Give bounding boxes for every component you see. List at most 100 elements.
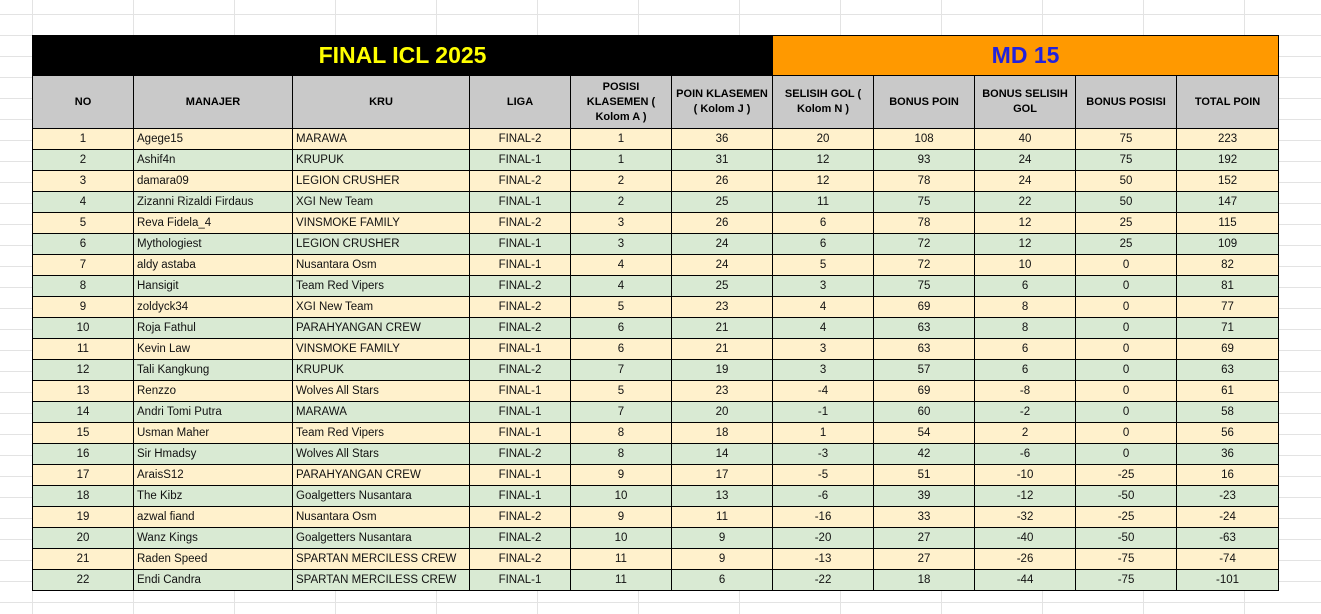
cell-bonus-selisih-gol[interactable]: -40 xyxy=(974,527,1077,549)
cell-total-poin[interactable]: 115 xyxy=(1176,212,1280,234)
cell-total-poin[interactable]: 147 xyxy=(1176,191,1280,213)
cell-bonus-poin[interactable]: 72 xyxy=(873,233,976,255)
cell-kru[interactable]: LEGION CRUSHER xyxy=(292,233,470,255)
cell-bonus-poin[interactable]: 27 xyxy=(873,527,976,549)
cell-liga[interactable]: FINAL-1 xyxy=(469,254,571,276)
cell-no[interactable]: 9 xyxy=(32,296,134,318)
cell-bonus-poin[interactable]: 63 xyxy=(873,317,976,339)
cell-manajer[interactable]: Mythologiest xyxy=(133,233,293,255)
cell-bonus-posisi[interactable]: 0 xyxy=(1075,338,1178,360)
cell-kru[interactable]: Nusantara Osm xyxy=(292,506,470,528)
cell-poin-klasemen[interactable]: 36 xyxy=(670,128,774,150)
cell-posisi-klasemen[interactable]: 3 xyxy=(570,233,672,255)
header-poin-klasemen[interactable]: POIN KLASEMEN ( Kolom J ) xyxy=(670,75,774,129)
cell-no[interactable]: 13 xyxy=(32,380,134,402)
cell-bonus-selisih-gol[interactable]: 6 xyxy=(974,275,1077,297)
cell-no[interactable]: 2 xyxy=(32,149,134,171)
cell-manajer[interactable]: Sir Hmadsy xyxy=(133,443,293,465)
cell-bonus-selisih-gol[interactable]: 8 xyxy=(974,317,1077,339)
cell-bonus-posisi[interactable]: 50 xyxy=(1075,170,1178,192)
cell-poin-klasemen[interactable]: 6 xyxy=(670,569,774,591)
cell-posisi-klasemen[interactable]: 7 xyxy=(570,359,672,381)
cell-total-poin[interactable]: 58 xyxy=(1176,401,1280,423)
cell-liga[interactable]: FINAL-1 xyxy=(469,338,571,360)
cell-bonus-posisi[interactable]: 0 xyxy=(1075,296,1178,318)
cell-posisi-klasemen[interactable]: 1 xyxy=(570,149,672,171)
cell-liga[interactable]: FINAL-1 xyxy=(469,149,571,171)
cell-total-poin[interactable]: -74 xyxy=(1176,548,1280,570)
header-bonus-selisih-gol[interactable]: BONUS SELISIH GOL xyxy=(974,75,1077,129)
cell-posisi-klasemen[interactable]: 10 xyxy=(570,485,672,507)
cell-selisih-gol[interactable]: 6 xyxy=(772,233,875,255)
cell-selisih-gol[interactable]: 4 xyxy=(772,317,875,339)
cell-bonus-selisih-gol[interactable]: 10 xyxy=(974,254,1077,276)
cell-selisih-gol[interactable]: 3 xyxy=(772,338,875,360)
cell-bonus-selisih-gol[interactable]: -6 xyxy=(974,443,1077,465)
cell-bonus-posisi[interactable]: 0 xyxy=(1075,254,1178,276)
cell-bonus-selisih-gol[interactable]: 24 xyxy=(974,170,1077,192)
cell-selisih-gol[interactable]: 12 xyxy=(772,170,875,192)
cell-no[interactable]: 21 xyxy=(32,548,134,570)
cell-poin-klasemen[interactable]: 9 xyxy=(670,527,774,549)
cell-bonus-selisih-gol[interactable]: 12 xyxy=(974,212,1077,234)
cell-poin-klasemen[interactable]: 9 xyxy=(670,548,774,570)
cell-manajer[interactable]: Roja Fathul xyxy=(133,317,293,339)
cell-selisih-gol[interactable]: 3 xyxy=(772,275,875,297)
cell-kru[interactable]: XGI New Team xyxy=(292,191,470,213)
cell-posisi-klasemen[interactable]: 5 xyxy=(570,296,672,318)
cell-bonus-posisi[interactable]: -25 xyxy=(1075,506,1178,528)
cell-poin-klasemen[interactable]: 24 xyxy=(670,254,774,276)
cell-bonus-poin[interactable]: 93 xyxy=(873,149,976,171)
cell-bonus-selisih-gol[interactable]: -12 xyxy=(974,485,1077,507)
cell-selisih-gol[interactable]: 5 xyxy=(772,254,875,276)
cell-selisih-gol[interactable]: -1 xyxy=(772,401,875,423)
cell-posisi-klasemen[interactable]: 8 xyxy=(570,443,672,465)
cell-bonus-selisih-gol[interactable]: -10 xyxy=(974,464,1077,486)
cell-total-poin[interactable]: 77 xyxy=(1176,296,1280,318)
cell-selisih-gol[interactable]: -16 xyxy=(772,506,875,528)
cell-bonus-selisih-gol[interactable]: 8 xyxy=(974,296,1077,318)
cell-selisih-gol[interactable]: 3 xyxy=(772,359,875,381)
cell-selisih-gol[interactable]: -4 xyxy=(772,380,875,402)
matchday-cell[interactable]: MD 15 xyxy=(772,35,1280,76)
cell-bonus-selisih-gol[interactable]: 22 xyxy=(974,191,1077,213)
cell-manajer[interactable]: Reva Fidela_4 xyxy=(133,212,293,234)
cell-bonus-posisi[interactable]: -50 xyxy=(1075,485,1178,507)
cell-bonus-posisi[interactable]: 25 xyxy=(1075,233,1178,255)
cell-bonus-poin[interactable]: 57 xyxy=(873,359,976,381)
cell-posisi-klasemen[interactable]: 3 xyxy=(570,212,672,234)
cell-liga[interactable]: FINAL-2 xyxy=(469,443,571,465)
cell-no[interactable]: 3 xyxy=(32,170,134,192)
cell-bonus-selisih-gol[interactable]: 2 xyxy=(974,422,1077,444)
cell-posisi-klasemen[interactable]: 4 xyxy=(570,254,672,276)
cell-selisih-gol[interactable]: -22 xyxy=(772,569,875,591)
cell-bonus-poin[interactable]: 51 xyxy=(873,464,976,486)
cell-no[interactable]: 10 xyxy=(32,317,134,339)
cell-manajer[interactable]: Zizanni Rizaldi Firdaus xyxy=(133,191,293,213)
cell-total-poin[interactable]: 36 xyxy=(1176,443,1280,465)
cell-no[interactable]: 20 xyxy=(32,527,134,549)
cell-bonus-poin[interactable]: 27 xyxy=(873,548,976,570)
cell-kru[interactable]: MARAWA xyxy=(292,401,470,423)
cell-posisi-klasemen[interactable]: 11 xyxy=(570,548,672,570)
cell-bonus-poin[interactable]: 72 xyxy=(873,254,976,276)
cell-bonus-poin[interactable]: 54 xyxy=(873,422,976,444)
cell-no[interactable]: 19 xyxy=(32,506,134,528)
cell-total-poin[interactable]: 152 xyxy=(1176,170,1280,192)
cell-bonus-posisi[interactable]: 25 xyxy=(1075,212,1178,234)
cell-no[interactable]: 22 xyxy=(32,569,134,591)
cell-total-poin[interactable]: 223 xyxy=(1176,128,1280,150)
cell-manajer[interactable]: Andri Tomi Putra xyxy=(133,401,293,423)
cell-posisi-klasemen[interactable]: 5 xyxy=(570,380,672,402)
cell-kru[interactable]: PARAHYANGAN CREW xyxy=(292,464,470,486)
cell-kru[interactable]: MARAWA xyxy=(292,128,470,150)
cell-liga[interactable]: FINAL-1 xyxy=(469,401,571,423)
cell-bonus-selisih-gol[interactable]: 24 xyxy=(974,149,1077,171)
cell-manajer[interactable]: zoldyck34 xyxy=(133,296,293,318)
cell-liga[interactable]: FINAL-1 xyxy=(469,380,571,402)
cell-liga[interactable]: FINAL-1 xyxy=(469,569,571,591)
cell-liga[interactable]: FINAL-1 xyxy=(469,485,571,507)
cell-kru[interactable]: Goalgetters Nusantara xyxy=(292,485,470,507)
cell-kru[interactable]: LEGION CRUSHER xyxy=(292,170,470,192)
